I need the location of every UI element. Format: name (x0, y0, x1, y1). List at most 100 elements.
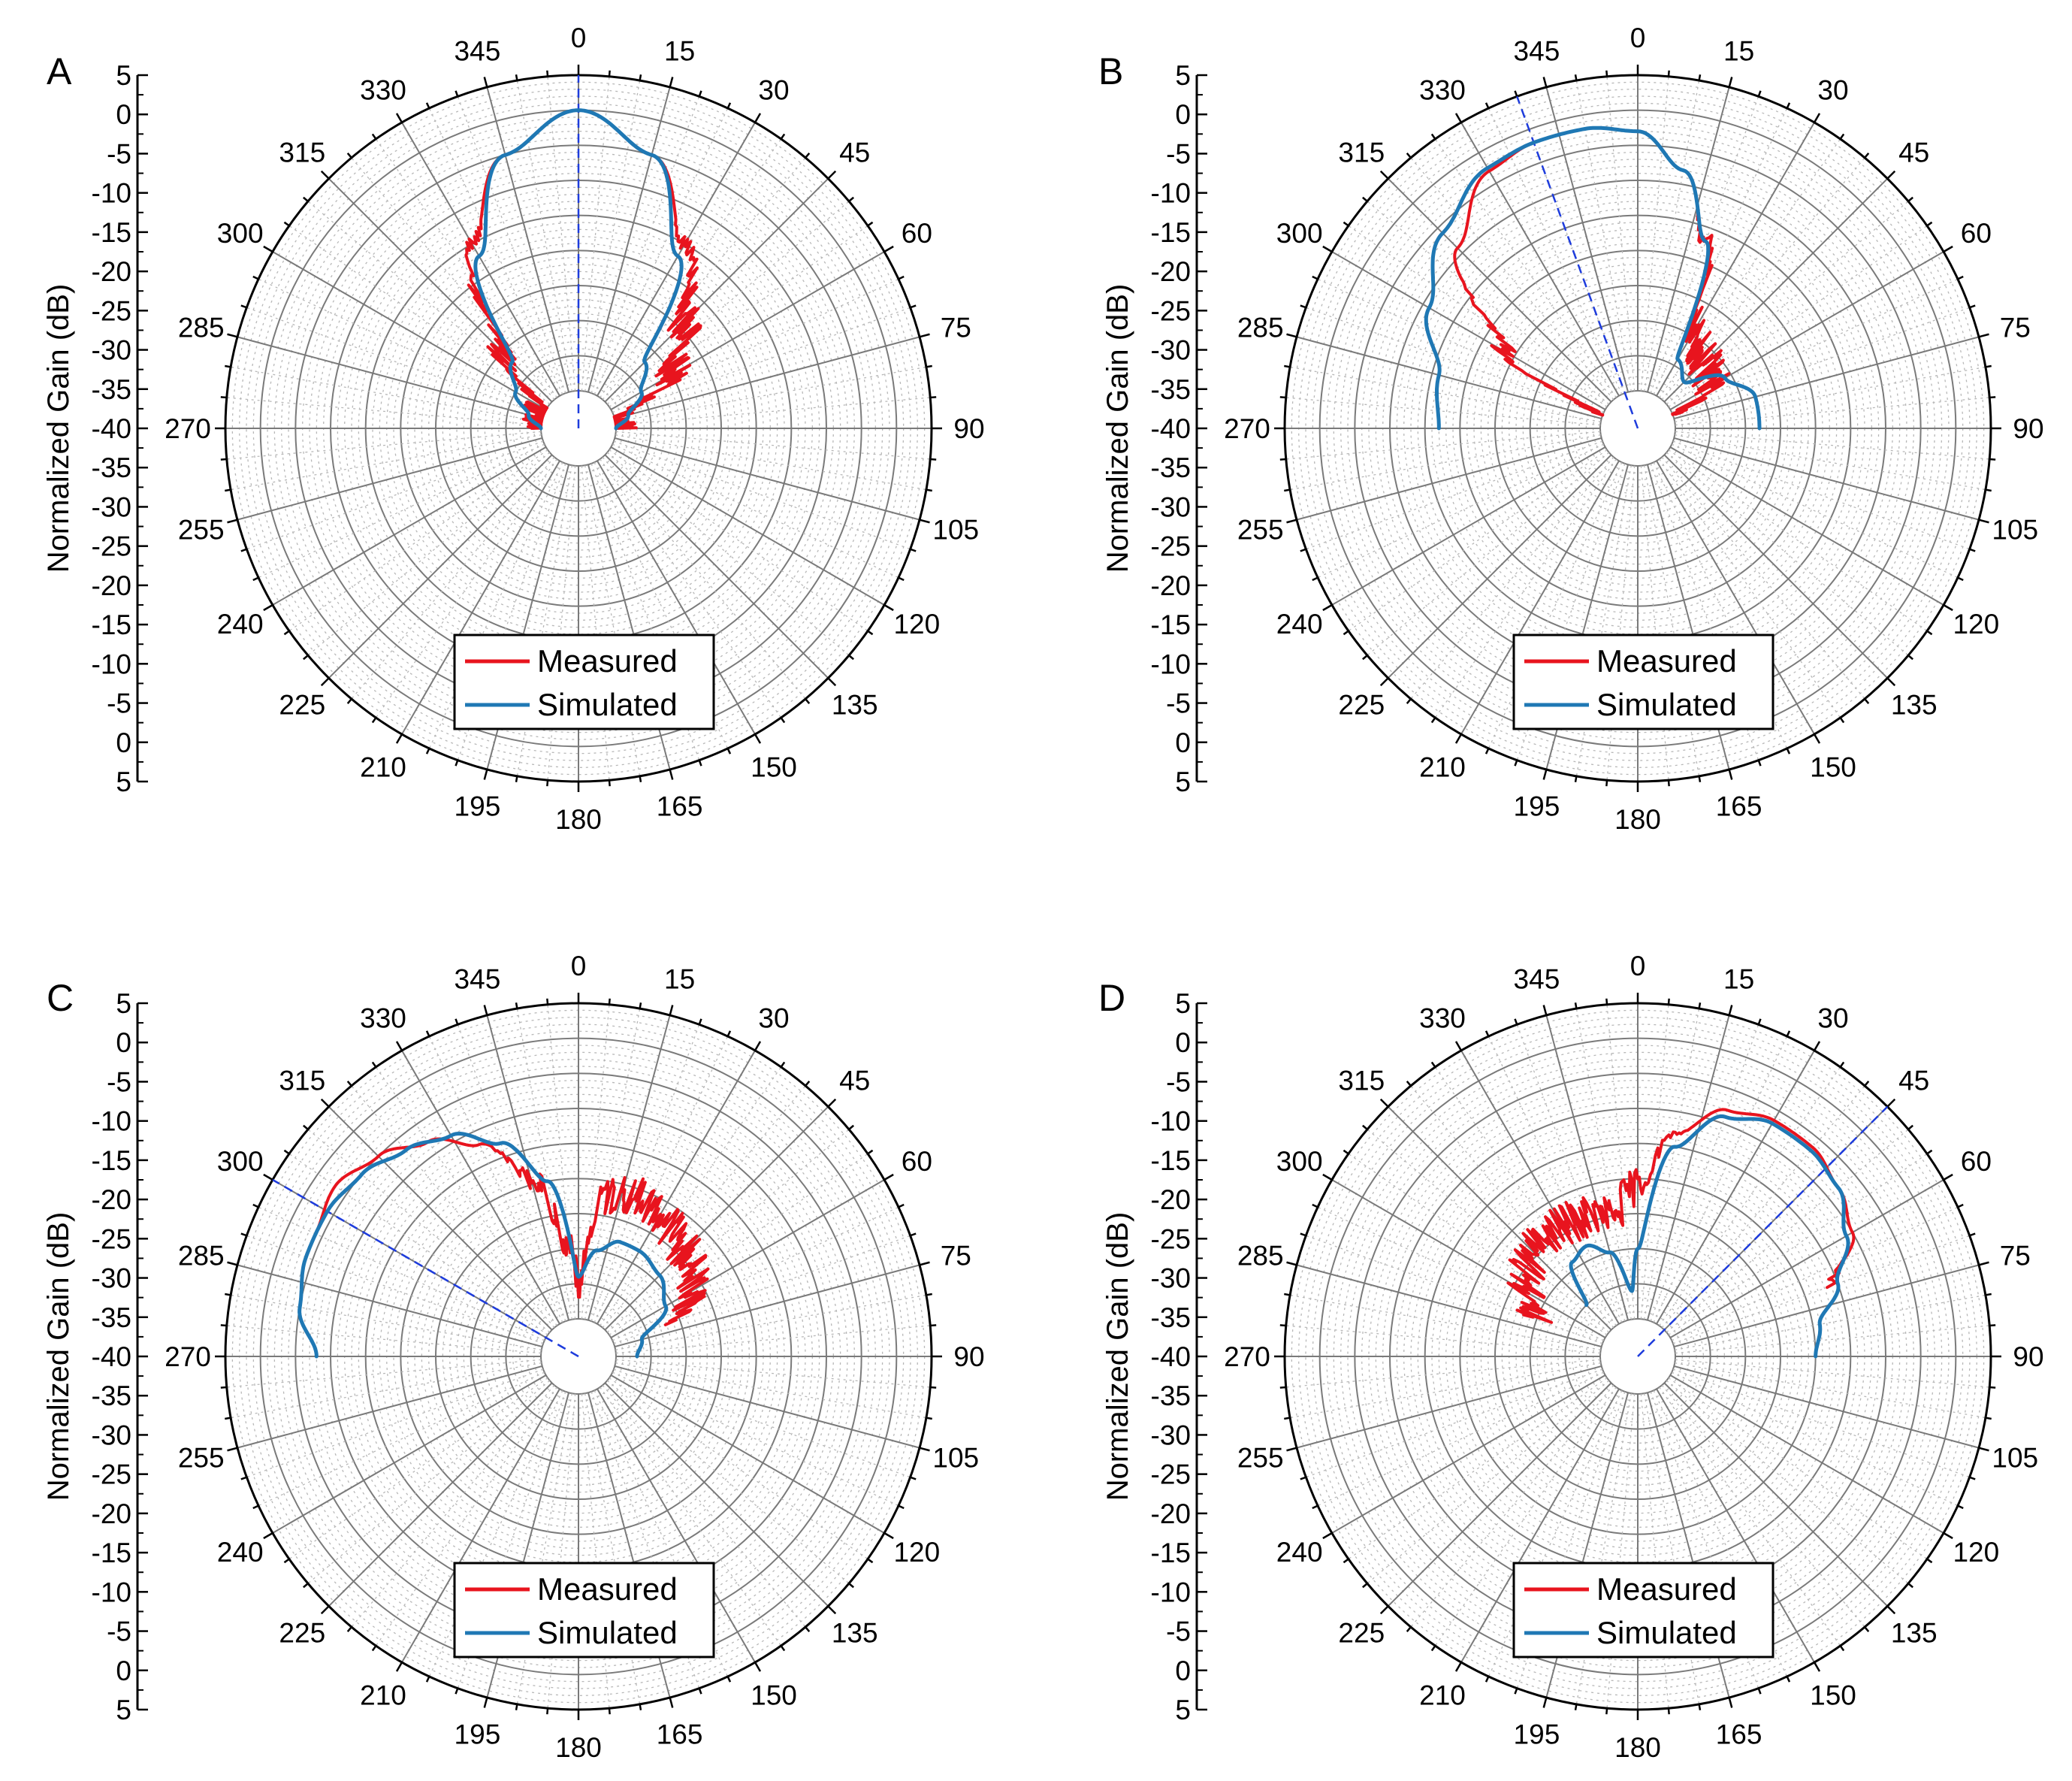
grid-spoke-major (1387, 1105, 1612, 1331)
angle-tick (1485, 1676, 1490, 1683)
angle-tick (1485, 1030, 1490, 1037)
angle-tick (395, 1662, 403, 1672)
radial-tick-label: -25 (1151, 531, 1191, 562)
grid-spoke-major (1331, 251, 1606, 410)
angle-tick (1985, 488, 1992, 492)
grid-spoke-minor (1650, 1024, 1759, 1322)
angle-tick (455, 90, 459, 97)
grid-spoke-minor (609, 225, 868, 407)
angle-tick (1698, 1704, 1702, 1710)
angle-tick (483, 1005, 488, 1016)
angle-tick (1864, 698, 1870, 704)
angle-tick (754, 113, 762, 123)
grid-spoke-major (597, 122, 756, 397)
panel-label: C (47, 977, 74, 1019)
grid-spoke-minor (246, 440, 544, 550)
angle-tick-label: 45 (1898, 1065, 1929, 1096)
grid-spoke-major (1387, 177, 1612, 403)
angle-tick (546, 70, 549, 77)
radial-tick-label: 0 (1175, 99, 1191, 130)
angle-tick (930, 458, 937, 461)
angle-tick-label: 45 (839, 1065, 870, 1096)
angle-tick (910, 548, 917, 552)
angle-tick (1322, 603, 1333, 612)
grid-spoke-major (1674, 1365, 1980, 1449)
grid-spoke-minor (602, 1085, 806, 1329)
grid-spoke-minor (584, 1393, 641, 1704)
angle-tick (1757, 90, 1762, 97)
angle-tick (805, 1626, 811, 1632)
grid-spoke-minor (1606, 1393, 1636, 1709)
grid-spoke-minor (1285, 1325, 1601, 1354)
angle-tick (455, 1018, 459, 1025)
grid-spoke-minor (428, 1036, 563, 1323)
angle-tick (1989, 1324, 1996, 1327)
angle-tick (1943, 603, 1953, 612)
grid-spoke-minor (1653, 1036, 1788, 1323)
angle-tick-label: 345 (1514, 36, 1560, 67)
angle-tick (1300, 304, 1306, 309)
y-axis-label: Normalized Gain (dB) (42, 1212, 75, 1501)
grid-spoke-minor (606, 452, 850, 656)
angle-tick (608, 780, 611, 787)
grid-spoke-minor (1675, 1359, 1990, 1388)
grid-spoke-minor (602, 157, 806, 401)
grid-spoke-minor (584, 465, 641, 776)
grid-spoke-minor (231, 1362, 542, 1419)
grid-spoke-minor (1516, 1391, 1626, 1689)
angle-tick-label: 180 (1614, 1732, 1661, 1763)
grid-spoke-minor (1659, 458, 1841, 718)
angle-tick-label: 165 (657, 1719, 703, 1749)
grid-spoke-minor (615, 397, 931, 426)
angle-tick-label: 90 (2013, 1341, 2043, 1372)
angle-tick (1286, 1261, 1297, 1266)
steering-direction-line (1516, 95, 1639, 429)
grid-spoke-minor (307, 1129, 551, 1333)
angle-tick-label: 45 (1898, 137, 1929, 168)
grid-spoke-minor (1672, 1368, 1970, 1478)
angle-tick-label: 210 (360, 751, 406, 782)
radial-tick-label: 0 (1175, 1027, 1191, 1058)
angle-tick-label: 0 (1630, 951, 1646, 981)
angle-tick (1514, 760, 1518, 767)
radial-tick-label: -20 (92, 570, 131, 601)
angle-tick-label: 165 (1716, 791, 1762, 821)
angle-tick-label: 240 (217, 609, 264, 640)
angle-tick-label: 285 (178, 1240, 225, 1271)
grid-spoke-major (1669, 1374, 1944, 1534)
radial-tick-label: 5 (116, 988, 131, 1019)
grid-spoke-minor (1575, 80, 1632, 392)
radial-tick-label: -20 (92, 1184, 131, 1215)
grid-spoke-major (1460, 1050, 1620, 1325)
angle-tick (867, 630, 874, 636)
grid-spoke-minor (428, 462, 563, 749)
angle-tick (669, 1697, 674, 1708)
angle-tick (1886, 1098, 1896, 1108)
grid-spoke-major (1646, 86, 1730, 392)
grid-spoke-minor (1653, 1390, 1788, 1677)
angle-tick (883, 245, 894, 253)
grid-spoke-minor (612, 1206, 899, 1341)
angle-tick (1362, 196, 1368, 202)
angle-tick (1969, 1232, 1976, 1237)
angle-tick-label: 225 (279, 1618, 325, 1649)
radial-tick-label: -35 (92, 1302, 131, 1333)
grid-spoke-minor (1290, 1294, 1601, 1350)
grid-spoke-minor (1672, 443, 1959, 579)
radial-tick-label: -10 (92, 178, 131, 209)
angle-tick (1907, 1583, 1913, 1589)
angle-tick (1312, 1504, 1318, 1510)
angle-tick (395, 1041, 403, 1051)
angle-tick (220, 1386, 227, 1389)
simulated-series-line (298, 1132, 669, 1359)
angle-tick (303, 196, 309, 202)
angle-tick (919, 519, 930, 524)
angle-tick (1343, 1558, 1349, 1564)
angle-tick-label: 75 (2000, 1240, 2031, 1271)
angle-tick (1957, 576, 1964, 582)
radial-tick-label: 0 (1175, 727, 1191, 758)
grid-spoke-minor (1666, 201, 1909, 405)
grid-spoke-minor (351, 1384, 555, 1628)
angle-tick (1757, 1688, 1762, 1695)
angle-tick (726, 748, 732, 754)
